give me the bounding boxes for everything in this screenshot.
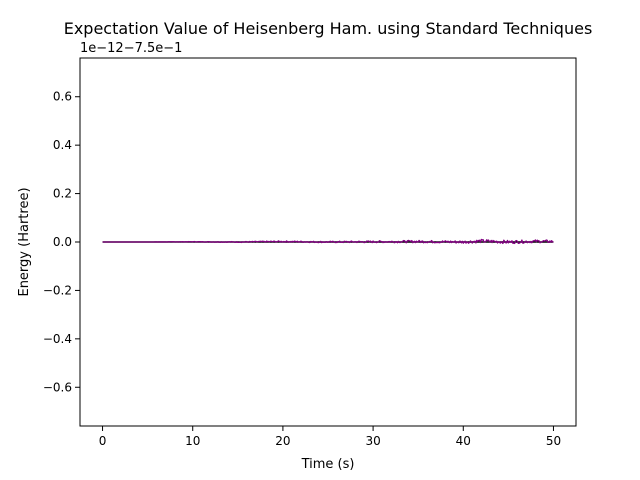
y-tick-label: 0.6 (53, 90, 72, 104)
chart-title: Expectation Value of Heisenberg Ham. usi… (64, 19, 593, 38)
axes-frame (79, 57, 577, 427)
x-tick-label: 20 (275, 434, 290, 448)
y-offset-label: 1e−12−7.5e−1 (80, 41, 182, 56)
y-tick-label: −0.2 (43, 283, 72, 297)
y-tick-label: −0.4 (43, 332, 72, 346)
y-tick-label: 0.4 (53, 138, 72, 152)
x-tick-label: 50 (546, 434, 561, 448)
x-tick-label: 10 (185, 434, 200, 448)
x-tick-label: 40 (456, 434, 471, 448)
x-axis-label: Time (s) (301, 457, 355, 472)
y-axis-label: Energy (Hartree) (17, 187, 32, 296)
y-tick-label: 0.2 (53, 187, 72, 201)
plot-area: 0 10 20 30 40 50 −0.6 −0.4 −0.2 0.0 0.2 0.4 0.6 (43, 90, 561, 448)
y-tick-label: 0.0 (53, 235, 72, 249)
x-tick-label: 0 (99, 434, 107, 448)
x-tick-label: 30 (365, 434, 380, 448)
y-tick-label: −0.6 (43, 380, 72, 394)
series-line (102, 238, 554, 245)
